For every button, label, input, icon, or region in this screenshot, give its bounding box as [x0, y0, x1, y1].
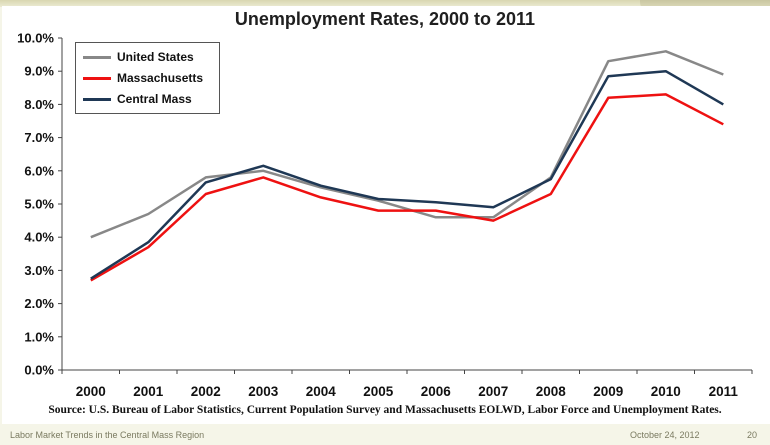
x-tick-label: 2005: [363, 384, 394, 399]
y-tick-label: 6.0%: [24, 163, 54, 178]
legend-item-central-mass: Central Mass: [83, 91, 192, 107]
legend-item-massachusetts: Massachusetts: [83, 70, 203, 86]
chart-legend: United States Massachusetts Central Mass: [75, 42, 220, 114]
x-tick-label: 2010: [651, 384, 681, 399]
legend-item-united-states: United States: [83, 49, 194, 65]
y-tick-label: 2.0%: [24, 296, 54, 311]
x-tick-label: 2003: [248, 384, 279, 399]
y-tick-label: 5.0%: [24, 197, 54, 212]
legend-label-massachusetts: Massachusetts: [117, 71, 204, 85]
x-tick-label: 2002: [191, 384, 221, 399]
x-tick-label: 2008: [536, 384, 567, 399]
y-tick-label: 4.0%: [24, 230, 54, 245]
footer-date: October 24, 2012: [630, 430, 700, 440]
slide-footer: Labor Market Trends in the Central Mass …: [0, 427, 770, 445]
y-tick-label: 8.0%: [24, 97, 54, 112]
legend-swatch-central-mass: [83, 97, 111, 101]
legend-swatch-massachusetts: [83, 76, 111, 80]
top-band: [0, 0, 770, 7]
x-tick-label: 2011: [709, 384, 739, 399]
x-tick-label: 2000: [76, 384, 106, 399]
legend-label-central-mass: Central Mass: [117, 92, 192, 106]
page-number: 20: [747, 430, 758, 440]
y-tick-label: 0.0%: [24, 363, 54, 378]
x-tick-label: 2006: [421, 384, 452, 399]
series-line-united-states: [90, 50, 724, 239]
y-tick-label: 3.0%: [24, 263, 54, 278]
y-tick-label: 1.0%: [24, 329, 54, 344]
source-note: Source: U.S. Bureau of Labor Statistics,…: [48, 404, 722, 416]
chart-title: Unemployment Rates, 2000 to 2011: [234, 9, 536, 29]
legend-label-united-states: United States: [117, 50, 194, 64]
y-tick-label: 7.0%: [24, 130, 54, 145]
x-tick-label: 2004: [306, 384, 337, 399]
x-tick-label: 2007: [478, 384, 508, 399]
series-line-central-mass: [90, 69, 724, 280]
legend-swatch-united-states: [83, 55, 111, 59]
series-line-massachusetts: [90, 93, 724, 282]
footer-title: Labor Market Trends in the Central Mass …: [10, 430, 205, 440]
y-tick-label: 10.0%: [17, 31, 54, 46]
x-tick-label: 2001: [133, 384, 164, 399]
y-tick-label: 9.0%: [24, 64, 54, 79]
x-tick-label: 2009: [593, 384, 623, 399]
